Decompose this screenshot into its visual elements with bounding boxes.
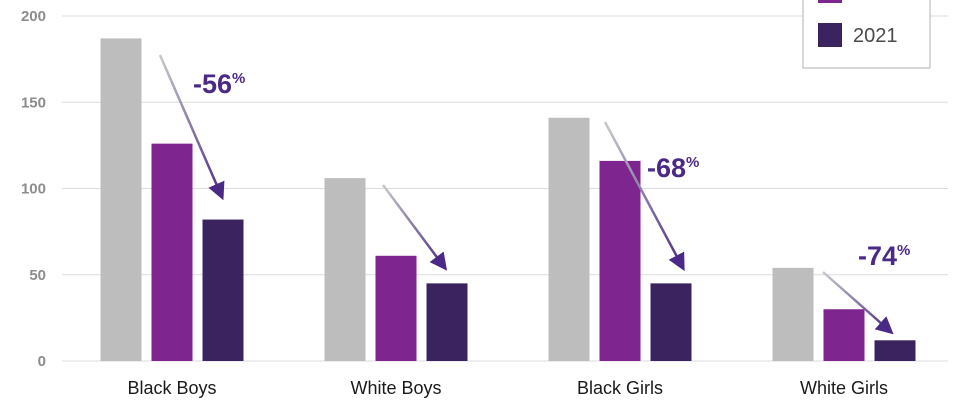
x-tick-label: Black Girls	[577, 378, 663, 398]
change-arrow	[158, 54, 225, 201]
change-label: -74%	[858, 241, 910, 271]
bar	[100, 38, 142, 362]
y-tick-label: 150	[21, 94, 46, 111]
bar	[772, 267, 814, 361]
bar	[202, 219, 244, 361]
bars	[100, 38, 916, 362]
y-tick-label: 0	[38, 353, 46, 370]
bar	[823, 309, 865, 361]
y-tick-label: 200	[21, 8, 46, 25]
bar	[599, 160, 641, 361]
bar	[324, 178, 366, 361]
y-tick-label: 100	[21, 181, 46, 198]
change-label: -56%	[193, 69, 245, 99]
change-arrow	[822, 271, 894, 335]
x-tick-label: White Boys	[350, 378, 441, 398]
bar	[151, 143, 193, 361]
bar	[650, 283, 692, 361]
bar	[426, 283, 468, 361]
legend-label: 2021	[853, 25, 898, 47]
x-tick-label: White Girls	[800, 378, 888, 398]
legend-swatch	[818, 23, 842, 47]
legend-swatch	[818, 0, 842, 3]
y-tick-label: 50	[29, 267, 46, 284]
x-axis-ticks: Black Boys White Boys Black Girls White Gir…	[127, 378, 888, 398]
change-label: -68%	[647, 153, 699, 183]
legend-label: 2020	[853, 0, 898, 3]
y-axis-ticks: 0 50 100 150 200	[21, 8, 46, 370]
bar	[375, 255, 417, 361]
change-arrow	[381, 184, 448, 271]
change-arrows	[158, 54, 894, 335]
x-tick-label: Black Boys	[127, 378, 216, 398]
change-arrow	[603, 121, 685, 272]
change-annotations: -56% -68% -74%	[193, 69, 910, 271]
bar	[548, 117, 590, 362]
bar	[874, 340, 916, 361]
legend: 2020 2021	[802, 0, 931, 69]
